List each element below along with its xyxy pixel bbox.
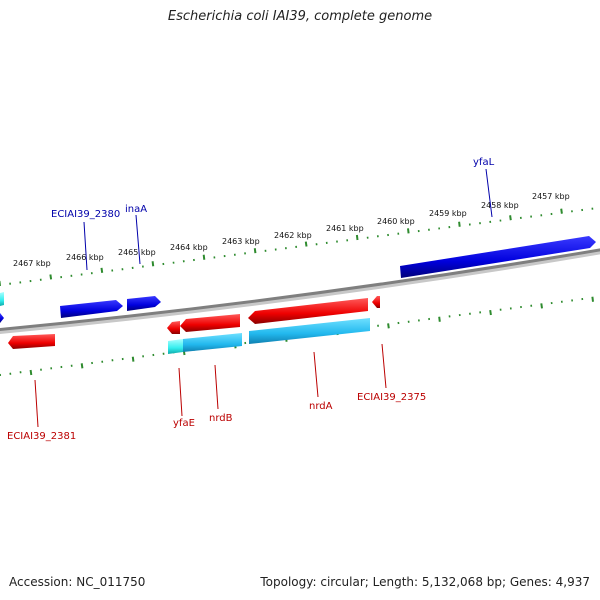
scale-tick-label: 2464 kbp <box>170 243 208 252</box>
scale-tick-label: 2458 kbp <box>481 201 519 210</box>
genome-summary-text: Topology: circular; Length: 5,132,068 bp… <box>260 575 590 589</box>
scale-tick-label: 2466 kbp <box>66 253 104 262</box>
scale-major-tick <box>131 356 135 362</box>
label-line-ecia-2375 <box>381 343 387 389</box>
feature-nrdb-cyan[interactable] <box>183 333 242 352</box>
scale-major-tick <box>438 316 441 322</box>
gene-yfae-arrow[interactable] <box>167 321 180 334</box>
gene-nrdb[interactable] <box>180 314 240 332</box>
label-line-nrda <box>313 351 319 398</box>
label-ecia-2375[interactable]: ECIAI39_2375 <box>357 392 426 403</box>
scale-major-tick <box>253 248 257 254</box>
scale-major-tick <box>509 215 512 221</box>
label-line-yfae <box>178 367 183 417</box>
gene-ecia-2380[interactable] <box>60 300 123 318</box>
scale-major-tick <box>458 221 461 227</box>
label-yfal[interactable]: yfaL <box>473 157 495 168</box>
scale-major-tick <box>591 296 594 302</box>
scale-tick-label: 2460 kbp <box>377 217 415 226</box>
label-line-yfal <box>485 168 493 218</box>
scale-major-tick <box>407 228 410 234</box>
genome-backbone-shadow <box>0 249 600 335</box>
genome-backbone <box>0 248 600 332</box>
scale-tick-label: 2461 kbp <box>326 224 364 233</box>
gene-nrda[interactable] <box>248 298 368 324</box>
label-nrdb[interactable]: nrdB <box>209 413 233 424</box>
gene-inaa[interactable] <box>127 296 161 311</box>
scale-tick-label: 2459 kbp <box>429 209 467 218</box>
label-yfae[interactable]: yfaE <box>173 418 195 429</box>
accession-text: Accession: NC_011750 <box>9 575 146 589</box>
scale-major-tick <box>560 208 563 214</box>
scale-major-tick <box>304 241 308 247</box>
label-line-ecia-2381 <box>34 379 39 428</box>
tick-labels: 2467 kbp 2466 kbp 2465 kbp 2464 kbp 2463 kbp… <box>13 192 570 268</box>
scale-major-tick <box>355 234 359 241</box>
scale-major-tick <box>100 267 104 273</box>
gene-forward-edge-arrow[interactable] <box>0 313 4 323</box>
label-ecia-2381[interactable]: ECIAI39_2381 <box>7 431 76 442</box>
feature-nrda-cyan[interactable] <box>249 318 370 344</box>
scale-major-tick <box>80 363 84 369</box>
gene-ecia-2375[interactable] <box>372 296 380 308</box>
gene-ecia-2381[interactable] <box>8 334 55 349</box>
scale-major-tick <box>151 261 155 267</box>
label-line-inaa <box>135 214 141 265</box>
scale-major-tick <box>202 254 206 260</box>
label-inaa[interactable]: inaA <box>125 204 147 215</box>
gene-yfal[interactable] <box>400 236 596 278</box>
scale-major-tick <box>540 303 543 309</box>
scale-major-tick <box>49 274 53 280</box>
scale-track-upper <box>0 207 594 286</box>
scale-major-tick <box>29 369 33 376</box>
scale-tick-label: 2462 kbp <box>274 231 312 240</box>
scale-tick-label: 2467 kbp <box>13 259 51 268</box>
label-ecia-2380[interactable]: ECIAI39_2380 <box>51 209 120 220</box>
scale-major-tick <box>387 323 390 329</box>
scale-tick-label: 2463 kbp <box>222 237 260 246</box>
feature-yfae-cyan[interactable] <box>168 339 183 354</box>
map-title: Escherichia coli IAI39, complete genome <box>167 9 433 24</box>
scale-major-tick <box>489 309 492 316</box>
gene-forward-right-edge[interactable] <box>0 292 4 306</box>
label-nrda[interactable]: nrdA <box>309 401 333 412</box>
scale-tick-label: 2465 kbp <box>118 248 156 257</box>
label-line-ecia-2380 <box>83 221 88 271</box>
label-line-nrdb <box>214 364 219 410</box>
scale-tick-label: 2457 kbp <box>532 192 570 201</box>
